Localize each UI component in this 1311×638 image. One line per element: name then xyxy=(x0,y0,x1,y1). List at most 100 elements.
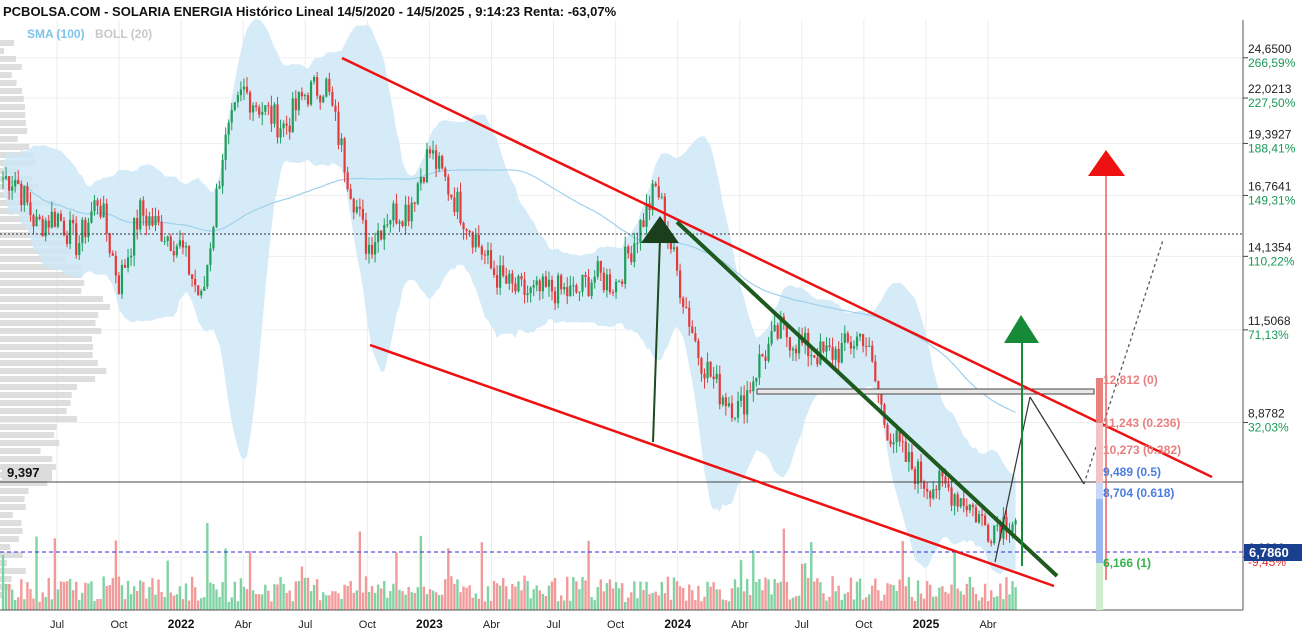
candle-body xyxy=(752,381,755,392)
volume-bar xyxy=(889,584,892,610)
candle-body xyxy=(209,248,212,265)
volume-bar xyxy=(154,594,157,610)
candle-body xyxy=(709,361,712,377)
range-box xyxy=(756,388,1095,395)
candle-body xyxy=(566,287,569,297)
candle-body xyxy=(679,270,682,299)
candle-body xyxy=(489,250,493,269)
volume-profile-bar xyxy=(0,528,23,534)
chart-title: PCBOLSA.COM - SOLARIA ENERGIA Histórico … xyxy=(3,4,617,19)
candle-body xyxy=(428,149,432,154)
candle-body xyxy=(181,240,185,248)
volume-profile-bar xyxy=(0,552,23,558)
volume-bar xyxy=(1008,594,1011,610)
volume-bar xyxy=(694,600,697,610)
volume-bar xyxy=(1002,599,1005,610)
volume-profile-bar xyxy=(0,496,25,502)
x-tick-label: Abr xyxy=(979,619,996,631)
volume-profile-bar xyxy=(0,312,99,318)
volume-bar xyxy=(749,594,752,610)
volume-bar xyxy=(41,592,44,610)
candle-body xyxy=(499,265,502,288)
volume-profile-bar xyxy=(0,536,19,542)
candle-body xyxy=(810,355,813,357)
volume-bar xyxy=(486,586,490,610)
volume-profile-bar xyxy=(0,128,28,134)
candle-body xyxy=(221,159,224,187)
volume-bar xyxy=(986,601,990,610)
y-tick-label: 19,3927 xyxy=(1248,127,1292,141)
candle-body xyxy=(675,247,679,271)
candle-body xyxy=(852,346,856,349)
volume-bar xyxy=(944,591,947,610)
volume-bar xyxy=(691,590,694,610)
volume-bar xyxy=(550,581,554,610)
candle-body xyxy=(685,306,688,308)
volume-bar xyxy=(752,550,755,610)
candle-body xyxy=(126,257,130,268)
volume-bar xyxy=(764,577,767,610)
volume-bar xyxy=(117,576,121,610)
volume-bar xyxy=(791,597,795,610)
volume-bar xyxy=(532,589,535,610)
volume-bar xyxy=(17,597,20,610)
volume-bar xyxy=(468,585,471,610)
candle-body xyxy=(761,354,764,357)
volume-bar xyxy=(151,578,154,610)
volume-bar xyxy=(105,585,108,610)
volume-bar xyxy=(849,577,853,610)
volume-bar xyxy=(489,601,493,610)
candle-body xyxy=(633,243,636,263)
volume-bar xyxy=(346,585,349,610)
volume-bar xyxy=(373,592,377,610)
x-tick-label: Oct xyxy=(607,619,624,631)
x-tick-label: 2024 xyxy=(664,617,691,631)
candle-body xyxy=(105,203,108,234)
volume-bar xyxy=(471,597,474,610)
candle-body xyxy=(529,287,532,294)
volume-bar xyxy=(572,577,575,610)
candle-body xyxy=(553,291,557,304)
volume-bar xyxy=(437,595,441,610)
candle-body xyxy=(212,227,215,249)
volume-bar xyxy=(410,592,413,610)
candle-body xyxy=(410,202,413,222)
candle-body xyxy=(688,307,691,327)
candle-body xyxy=(358,206,361,209)
candle-body xyxy=(386,224,389,226)
volume-bar xyxy=(447,548,450,610)
candle-body xyxy=(1,178,5,180)
volume-bar xyxy=(157,579,160,610)
volume-bar xyxy=(672,577,676,610)
volume-profile-bar xyxy=(0,520,22,526)
candle-body xyxy=(187,246,191,275)
volume-bar xyxy=(319,600,322,610)
y-tick-label: 22,0213 xyxy=(1248,82,1292,96)
volume-profile-bar xyxy=(0,488,29,494)
candle-body xyxy=(56,213,59,227)
candle-body xyxy=(163,240,166,242)
candle-body xyxy=(242,86,246,90)
volume-profile-bar xyxy=(0,440,60,446)
volume-profile-bar xyxy=(0,64,22,70)
volume-bar xyxy=(941,586,944,610)
volume-profile-bar xyxy=(0,416,77,422)
candle-body xyxy=(261,111,264,115)
x-tick-label: 2023 xyxy=(416,617,443,631)
volume-profile-bar xyxy=(0,328,102,334)
volume-bar xyxy=(599,579,602,610)
volume-bar xyxy=(553,577,557,610)
candle-body xyxy=(956,494,959,507)
candle-body xyxy=(791,348,795,351)
candle-body xyxy=(645,203,648,227)
volume-bar xyxy=(810,542,813,610)
volume-bar xyxy=(614,582,618,610)
volume-profile-bar xyxy=(0,144,30,150)
candle-body xyxy=(602,272,605,291)
candle-body xyxy=(929,491,932,499)
candle-body xyxy=(59,213,63,221)
volume-bar xyxy=(26,582,29,610)
volume-bar xyxy=(126,580,130,610)
candle-body xyxy=(367,244,371,254)
candle-body xyxy=(770,331,773,344)
